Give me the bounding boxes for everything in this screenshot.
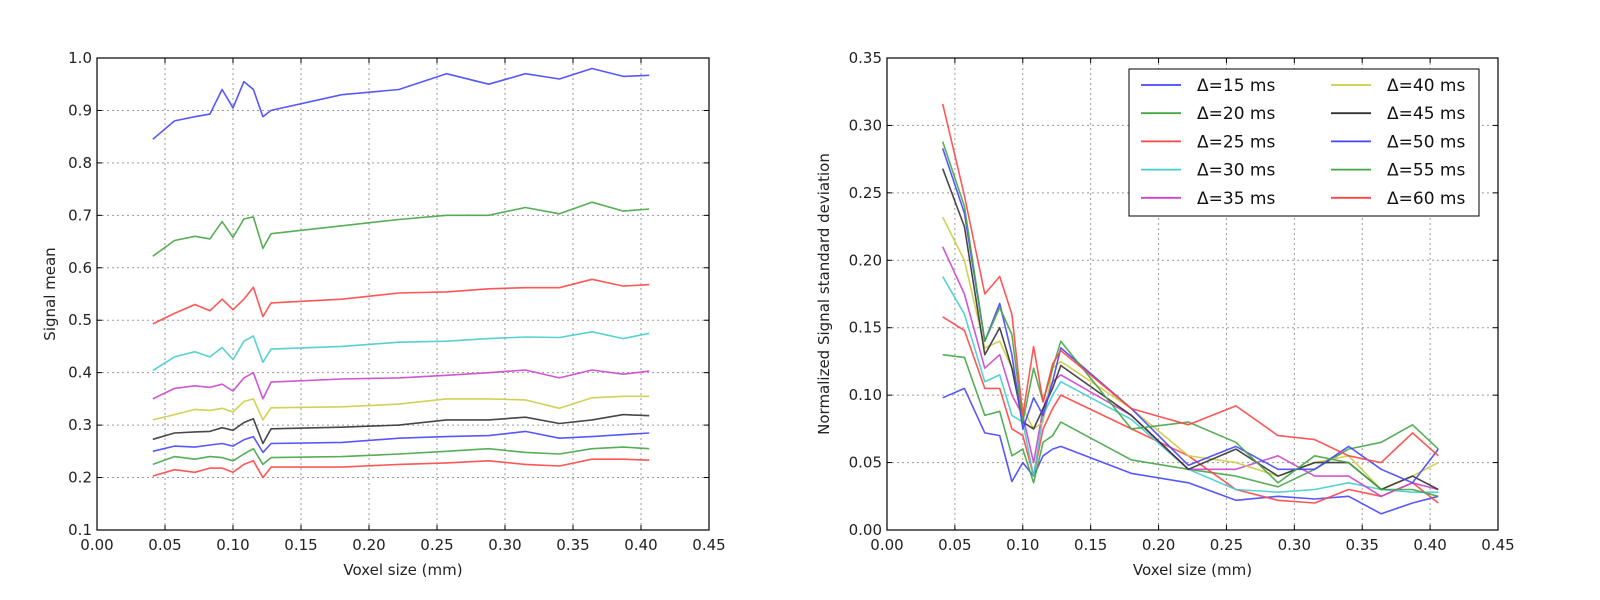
x-tick-label: 0.40: [1413, 536, 1446, 554]
x-tick-label: 0.15: [284, 536, 317, 554]
series-line-6: [941, 216, 1439, 491]
x-tick-label: 0.25: [420, 536, 453, 554]
legend-box: [1128, 68, 1480, 217]
y-tick-label: 0.6: [68, 259, 92, 277]
x-tick-label: 0.35: [1346, 536, 1379, 554]
y-axis-label: Signal mean: [41, 247, 59, 340]
series-line-4: [152, 330, 650, 372]
series-line-5: [152, 369, 650, 400]
left-chart-signal-mean: 0.00 0.05 0.10 0.15 0.20 0.25 0.30 0.35 0.40 0.45…: [41, 49, 726, 579]
plot-frame: [96, 57, 710, 531]
x-tick-label: 0.15: [1074, 536, 1107, 554]
y-axis-label: Normalized Signal standard deviation: [815, 153, 833, 435]
x-tick-label: 0.05: [938, 536, 971, 554]
series-line-1: [942, 387, 1439, 515]
series-line-9: [152, 446, 650, 466]
x-tick-label: 0.35: [556, 536, 589, 554]
series-line-2: [942, 353, 1439, 488]
legend-label: Δ=15 ms: [1197, 76, 1275, 96]
legend-label: Δ=40 ms: [1387, 76, 1465, 96]
series-line-10: [941, 103, 1439, 464]
y-tick-label: 0.00: [849, 521, 882, 539]
x-tick-label: 0.30: [488, 536, 521, 554]
y-tick-label: 0.7: [68, 206, 92, 224]
y-tick-label: 0.10: [849, 386, 882, 404]
legend-label: Δ=55 ms: [1387, 161, 1465, 181]
legend-label: Δ=60 ms: [1387, 189, 1465, 209]
y-tick-label: 0.1: [68, 521, 92, 539]
legend-label: Δ=20 ms: [1197, 104, 1275, 124]
series-line-3: [942, 316, 1439, 504]
legend-label: Δ=45 ms: [1387, 104, 1465, 124]
x-tick-label: 0.40: [624, 536, 657, 554]
x-tick-label: 0.45: [1481, 536, 1514, 554]
y-tick-label: 0.8: [68, 154, 92, 172]
y-tick-label: 0.2: [68, 469, 92, 487]
series-line-4: [942, 276, 1439, 494]
series-line-3: [152, 278, 650, 325]
y-tick-label: 1.0: [68, 49, 92, 67]
x-tick-label: 0.25: [1210, 536, 1243, 554]
y-tick-label: 0.05: [849, 454, 882, 472]
y-tick-label: 0.4: [68, 364, 92, 382]
series-line-2: [152, 201, 650, 257]
legend-label: Δ=50 ms: [1387, 132, 1465, 152]
series-line-7: [941, 168, 1439, 491]
x-tick-label: 0.20: [352, 536, 385, 554]
series-line-9: [941, 141, 1439, 498]
legend-label: Δ=30 ms: [1197, 161, 1275, 181]
x-axis-label: Voxel size (mm): [1133, 561, 1252, 579]
series-line-5: [941, 246, 1439, 498]
right-chart-normalized-std: 0.00 0.05 0.10 0.15 0.20 0.25 0.30 0.35 0.40 0.45…: [815, 49, 1515, 579]
x-tick-label: 0.10: [216, 536, 249, 554]
series-line-8: [152, 430, 650, 454]
x-tick-label: 0.00: [870, 536, 903, 554]
series-line-1: [152, 67, 650, 140]
x-tick-label: 0.00: [80, 536, 113, 554]
y-tick-label: 0.25: [849, 184, 882, 202]
y-tick-label: 0.15: [849, 319, 882, 337]
series-line-7: [152, 413, 650, 445]
legend-label: Δ=35 ms: [1197, 189, 1275, 209]
series-line-6: [152, 395, 650, 421]
plot-frame: [886, 57, 1499, 531]
x-tick-label: 0.45: [692, 536, 725, 554]
y-tick-label: 0.20: [849, 251, 882, 269]
y-tick-label: 0.3: [68, 416, 92, 434]
y-tick-label: 0.9: [68, 101, 92, 119]
x-tick-label: 0.05: [148, 536, 181, 554]
y-tick-label: 0.35: [849, 49, 882, 67]
y-tick-label: 0.30: [849, 116, 882, 134]
legend-label: Δ=25 ms: [1197, 132, 1275, 152]
x-tick-label: 0.30: [1278, 536, 1311, 554]
y-tick-label: 0.5: [68, 311, 92, 329]
x-tick-label: 0.20: [1142, 536, 1175, 554]
x-axis-label: Voxel size (mm): [343, 561, 462, 579]
series-line-8: [941, 148, 1439, 484]
x-tick-label: 0.10: [1006, 536, 1039, 554]
series-line-10: [152, 458, 650, 479]
